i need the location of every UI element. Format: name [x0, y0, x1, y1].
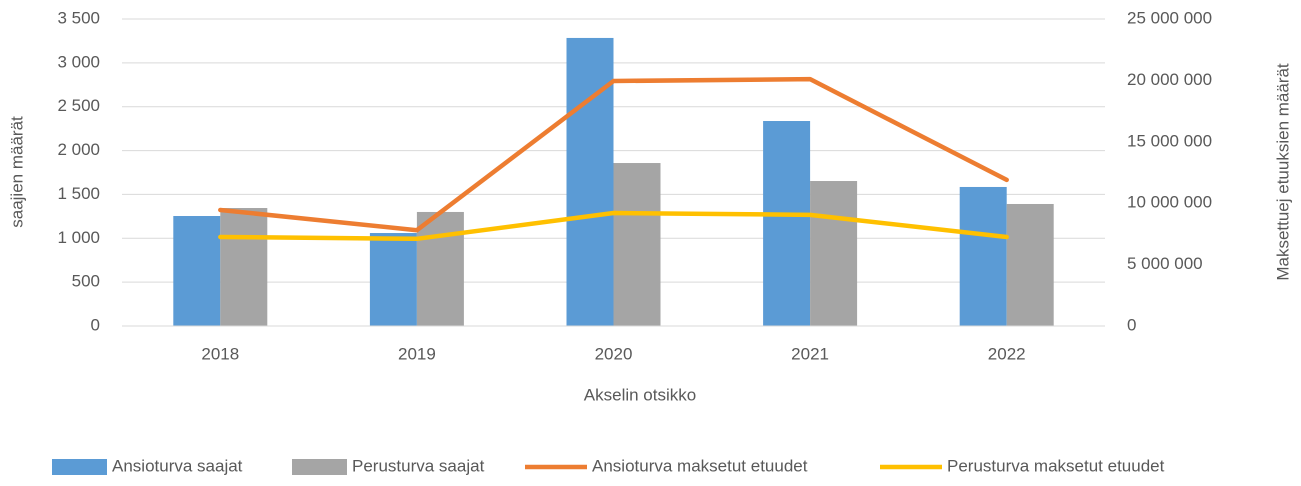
x-tick-label: 2020: [595, 344, 633, 363]
bar: [220, 208, 268, 326]
bar: [959, 186, 1007, 326]
x-tick-label: 2019: [398, 344, 436, 363]
bar: [173, 216, 221, 326]
y-tick-label: 500: [72, 272, 100, 291]
y-tick-label: 2 000: [57, 140, 100, 159]
line: [218, 210, 1009, 242]
y2-tick-label: 25 000 000: [1127, 8, 1212, 27]
y-tick-label: 3 500: [57, 8, 100, 27]
y-tick-label: 0: [91, 315, 100, 334]
y2-tick-label: 20 000 000: [1127, 70, 1212, 89]
bar: [810, 181, 858, 326]
y2-tick-label: 10 000 000: [1127, 193, 1212, 212]
bar: [566, 37, 614, 326]
bar: [613, 163, 661, 326]
bar: [763, 121, 811, 326]
y2-tick-label: 0: [1127, 315, 1136, 334]
bar: [369, 233, 417, 326]
y2-tick-label: 5 000 000: [1127, 254, 1203, 273]
y2-tick-label: 15 000 000: [1127, 131, 1212, 150]
legend-label: Ansioturva saajat: [112, 456, 243, 475]
legend-swatch: [292, 459, 347, 475]
y-tick-label: 2 500: [57, 96, 100, 115]
x-tick-label: 2022: [988, 344, 1026, 363]
legend-swatch: [52, 459, 107, 475]
legend-label: Perusturva maksetut etuudet: [947, 456, 1165, 475]
y2-axis-title: Maksettuej etuuksien määrät: [1273, 63, 1292, 281]
x-tick-label: 2018: [201, 344, 239, 363]
x-tick-label: 2021: [791, 344, 829, 363]
bar: [1006, 203, 1054, 326]
y-tick-label: 3 000: [57, 52, 100, 71]
legend-label: Perusturva saajat: [352, 456, 485, 475]
line: [218, 76, 1009, 233]
legend-label: Ansioturva maksetut etuudet: [592, 456, 808, 475]
bar: [416, 211, 464, 326]
x-axis-title: Akselin otsikko: [584, 385, 696, 404]
y-axis-title: saajien määrät: [7, 116, 26, 228]
y-tick-label: 1 500: [57, 184, 100, 203]
y-tick-label: 1 000: [57, 228, 100, 247]
